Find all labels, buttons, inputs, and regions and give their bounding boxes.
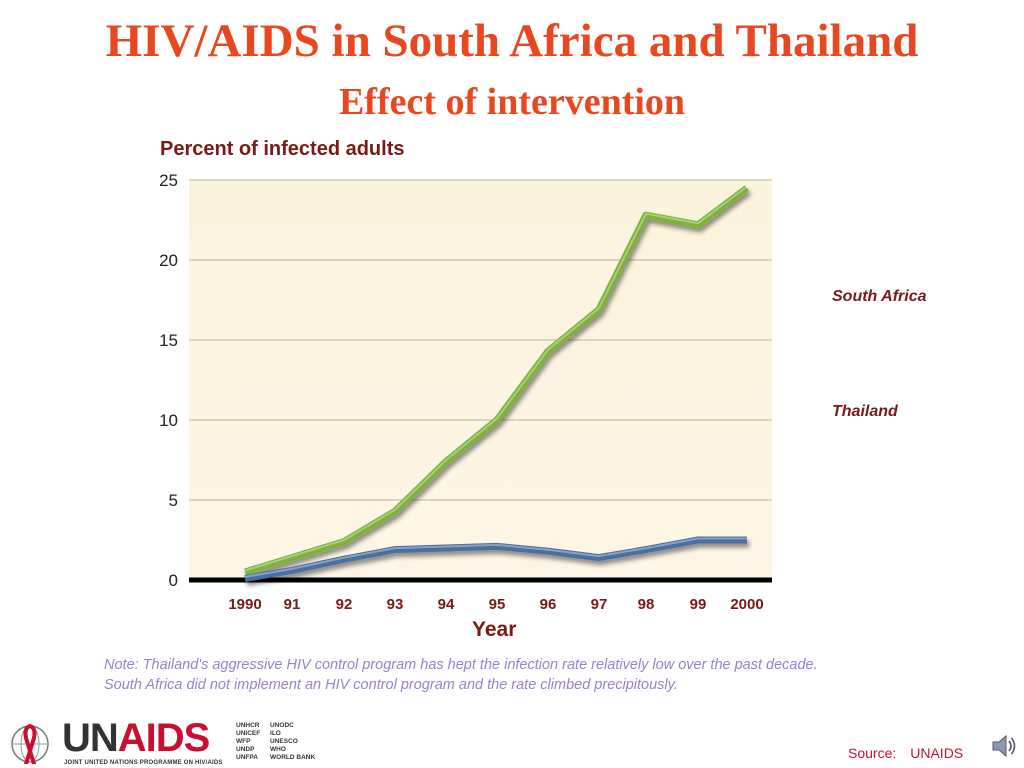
page-title: HIV/AIDS in South Africa and Thailand bbox=[105, 15, 919, 67]
x-tick-92: 92 bbox=[336, 596, 353, 613]
x-tick-91: 91 bbox=[284, 596, 301, 613]
org-r-2: UNESCO bbox=[270, 738, 298, 745]
series-line-south-africa bbox=[243, 185, 750, 576]
unaids-logo: UNAIDS JOINT UNITED NATIONS PROGRAMME ON… bbox=[4, 716, 334, 768]
org-0: UNHCR bbox=[236, 722, 260, 729]
y-tick-15: 15 bbox=[159, 331, 178, 350]
org-3: UNDP bbox=[236, 746, 255, 753]
note: Note: Thailand's aggressive HIV control … bbox=[104, 655, 984, 695]
source-value: UNAIDS bbox=[910, 745, 964, 761]
y-tick-10: 10 bbox=[159, 411, 178, 430]
orgs-right: UNODC ILO UNESCO WHO WORLD BANK bbox=[270, 722, 315, 762]
source-label: Source: bbox=[848, 745, 897, 761]
org-r-0: UNODC bbox=[270, 722, 294, 729]
plot-area bbox=[189, 180, 772, 580]
x-tick-94: 94 bbox=[438, 596, 455, 613]
x-tick-2000: 2000 bbox=[730, 596, 763, 613]
logo-orgs: UNHCR UNICEF WFP UNDP UNFPA UNODC ILO UNESCO WH… bbox=[236, 722, 323, 762]
org-4: UNFPA bbox=[236, 754, 258, 761]
page-subtitle: Effect of intervention bbox=[338, 81, 686, 123]
x-tick-98: 98 bbox=[638, 596, 655, 613]
org-1: UNICEF bbox=[236, 730, 261, 737]
series-highlight-0 bbox=[244, 185, 748, 572]
x-axis-label: Year bbox=[472, 618, 517, 641]
y-tick-20: 20 bbox=[159, 251, 178, 270]
orgs-left: UNHCR UNICEF WFP UNDP UNFPA bbox=[236, 722, 260, 762]
red-ribbon-icon bbox=[11, 723, 49, 764]
speaker-icon[interactable] bbox=[990, 732, 1018, 760]
y-tick-25: 25 bbox=[159, 171, 178, 190]
series-group-1 bbox=[244, 536, 747, 582]
x-tick-97: 97 bbox=[591, 596, 608, 613]
legend-label-0: South Africa bbox=[832, 288, 927, 305]
y-axis-label: Percent of infected adults bbox=[160, 138, 405, 160]
series-lines bbox=[243, 185, 750, 582]
x-tick-99: 99 bbox=[690, 596, 707, 613]
y-tick-0: 0 bbox=[169, 571, 178, 590]
x-tick-1990: 1990 bbox=[228, 596, 261, 613]
org-r-1: ILO bbox=[270, 730, 281, 737]
x-tick-95: 95 bbox=[489, 596, 506, 613]
org-2: WFP bbox=[236, 738, 251, 745]
org-r-3: WHO bbox=[270, 746, 286, 753]
series-highlight-1 bbox=[244, 537, 747, 578]
y-tick-5: 5 bbox=[169, 491, 178, 510]
note-line-1: Note: Thailand's aggressive HIV control … bbox=[104, 657, 818, 673]
series-group-0 bbox=[243, 185, 750, 576]
grid bbox=[189, 179, 772, 583]
legend-label-1: Thailand bbox=[832, 403, 899, 420]
org-r-4: WORLD BANK bbox=[270, 754, 316, 761]
line-chart: 0 5 10 15 20 25 1990 91 92 93 94 95 96 97 98 99 2000 So… bbox=[159, 171, 927, 613]
legend: South Africa Thailand bbox=[784, 288, 927, 420]
logo-wordmark: UNAIDS bbox=[62, 716, 210, 760]
y-axis-ticks: 0 5 10 15 20 25 bbox=[159, 171, 178, 590]
x-axis-ticks: 1990 91 92 93 94 95 96 97 98 99 2000 bbox=[228, 596, 763, 613]
source-credit: Source: UNAIDS bbox=[848, 745, 963, 761]
x-tick-93: 93 bbox=[387, 596, 404, 613]
note-line-2: South Africa did not implement an HIV co… bbox=[104, 677, 678, 693]
logo-tagline: JOINT UNITED NATIONS PROGRAMME ON HIV/AI… bbox=[64, 760, 223, 766]
series-line-thailand bbox=[244, 536, 747, 582]
x-tick-96: 96 bbox=[540, 596, 557, 613]
